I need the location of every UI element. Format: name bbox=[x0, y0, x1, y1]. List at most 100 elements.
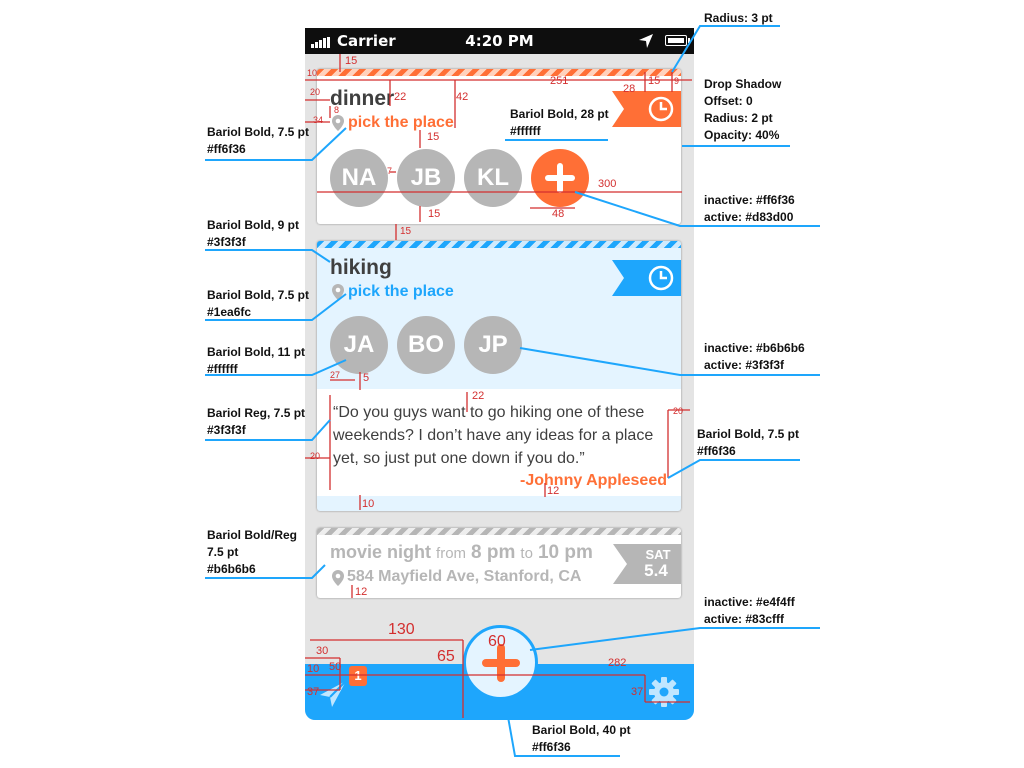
annotation-line: Bariol Bold, 28 pt bbox=[510, 107, 609, 121]
dimension-label: 10 bbox=[362, 498, 375, 510]
avatar[interactable]: NA bbox=[330, 149, 388, 207]
avatar[interactable]: JP bbox=[464, 316, 522, 374]
dimension-label: 30 bbox=[316, 645, 329, 657]
dimension-label: 130 bbox=[388, 621, 415, 638]
annotation-add-states: inactive: #ff6f36 active: #d83d00 bbox=[704, 192, 795, 226]
annotation-line: #ff6f36 bbox=[697, 444, 736, 458]
annotation-author-font: Bariol Bold, 7.5 pt #ff6f36 bbox=[697, 426, 799, 460]
card-stripe bbox=[317, 241, 681, 248]
annotation-line: inactive: #ff6f36 bbox=[704, 193, 795, 207]
annotation-line: Radius: 2 pt bbox=[704, 111, 773, 125]
event-title: movie night from 8 pm to 10 pm bbox=[330, 542, 593, 564]
annotation-line: #b6b6b6 bbox=[207, 562, 256, 576]
phone-mockup: Carrier 4:20 PM dinner pick the place NA… bbox=[305, 28, 694, 720]
annotation-place-orange: Bariol Bold, 7.5 pt #ff6f36 bbox=[207, 124, 309, 158]
dimension-lines bbox=[305, 54, 692, 718]
dimension-label: 15 bbox=[427, 131, 440, 143]
dimension-label: 251 bbox=[550, 75, 569, 87]
event-card-movie-night[interactable]: movie night from 8 pm to 10 pm 584 Mayfi… bbox=[317, 528, 681, 598]
annotation-avatar-states: inactive: #b6b6b6 active: #3f3f3f bbox=[704, 340, 805, 374]
annotation-drop-shadow: Drop Shadow Offset: 0 Radius: 2 pt Opaci… bbox=[704, 76, 781, 144]
event-address[interactable]: 584 Mayfield Ave, Stanford, CA bbox=[347, 568, 582, 585]
map-pin-icon bbox=[332, 284, 344, 300]
event-title: hiking bbox=[330, 256, 392, 279]
comment-author[interactable]: -Johnny Appleseed bbox=[520, 472, 667, 489]
dimension-label: 27 bbox=[330, 370, 341, 380]
dimension-label: 22 bbox=[394, 91, 407, 103]
dimension-label: 37 bbox=[631, 686, 644, 698]
annotation-line: Bariol Bold, 9 pt bbox=[207, 218, 300, 232]
event-title: dinner bbox=[330, 87, 395, 110]
annotation-line: Bariol Bold, 7.5 pt bbox=[697, 427, 800, 441]
schedule-flag[interactable] bbox=[612, 91, 681, 127]
date-flag: SAT 5.4 bbox=[613, 544, 681, 584]
annotation-line: Bariol Bold, 7.5 pt bbox=[207, 288, 310, 302]
dimension-label: 9 bbox=[674, 76, 680, 86]
event-card-dinner[interactable]: dinner pick the place NA JB KL bbox=[317, 69, 681, 224]
annotation-line: #ff6f36 bbox=[532, 740, 571, 754]
end-time: 10 pm bbox=[537, 542, 593, 563]
dimension-label: 15 bbox=[400, 226, 412, 237]
event-day: SAT bbox=[645, 547, 671, 562]
dimension-label: 50 bbox=[329, 661, 342, 673]
schedule-flag[interactable] bbox=[612, 260, 681, 296]
dimension-label: 20 bbox=[310, 87, 321, 97]
dimension-label: 22 bbox=[472, 390, 485, 402]
time-from-label: from bbox=[436, 545, 467, 562]
time-to-label: to bbox=[520, 545, 533, 562]
dimension-label: 65 bbox=[437, 648, 455, 665]
comment-panel bbox=[317, 389, 681, 496]
movie-name: movie night bbox=[330, 542, 432, 562]
status-bar: Carrier 4:20 PM bbox=[305, 28, 694, 54]
annotation-line: #3f3f3f bbox=[207, 235, 246, 249]
avatar[interactable]: JA bbox=[330, 316, 388, 374]
pick-place-link[interactable]: pick the place bbox=[348, 114, 454, 131]
plus-icon bbox=[482, 644, 520, 682]
signal-icon bbox=[311, 37, 333, 48]
annotation-line: inactive: #e4f4ff bbox=[704, 595, 795, 609]
annotation-line: active: #83cfff bbox=[704, 612, 785, 626]
dimension-label: 12 bbox=[355, 586, 368, 598]
annotation-movie-font: Bariol Bold/Reg 7.5 pt #b6b6b6 bbox=[207, 527, 297, 578]
dimension-label: 5 bbox=[363, 372, 370, 384]
annotation-line: active: #d83d00 bbox=[704, 210, 794, 224]
annotation-line: #ff6f36 bbox=[207, 142, 246, 156]
card-stripe bbox=[317, 528, 681, 535]
annotation-line: Bariol Bold, 7.5 pt bbox=[207, 125, 310, 139]
start-time: 8 pm bbox=[471, 542, 516, 563]
annotation-line: #ffffff bbox=[510, 124, 541, 138]
pick-place-link[interactable]: pick the place bbox=[348, 283, 454, 300]
dimension-label: 10 bbox=[307, 68, 318, 78]
event-card-hiking[interactable]: hiking pick the place JA BO JP “Do you g… bbox=[317, 241, 681, 511]
clock-icon bbox=[648, 265, 674, 291]
annotation-line: Bariol Bold, 11 pt bbox=[207, 345, 306, 359]
annotation-line: #ffffff bbox=[207, 362, 238, 376]
annotation-radius: Radius: 3 pt bbox=[704, 11, 773, 25]
annotation-line: #3f3f3f bbox=[207, 423, 246, 437]
dimension-label: 8 bbox=[334, 105, 340, 115]
annotation-line: 7.5 pt bbox=[207, 545, 239, 559]
dimension-label: 12 bbox=[547, 485, 560, 497]
annotation-avatar-font: Bariol Bold, 11 pt #ffffff bbox=[207, 344, 305, 378]
annotation-line: Bariol Bold, 40 pt bbox=[532, 723, 631, 737]
dimension-label: 42 bbox=[456, 91, 469, 103]
dimension-label: 48 bbox=[552, 208, 565, 220]
carrier-label: Carrier bbox=[337, 32, 396, 50]
annotation-flag-font: Bariol Bold, 28 pt #ffffff bbox=[510, 106, 609, 140]
dimension-label: 15 bbox=[428, 208, 441, 220]
avatar[interactable]: KL bbox=[464, 149, 522, 207]
dimension-label: 60 bbox=[488, 633, 506, 650]
card-stripe bbox=[317, 69, 681, 76]
event-date: 5.4 bbox=[644, 561, 668, 580]
add-person-button[interactable] bbox=[531, 149, 589, 207]
annotation-line: Bariol Bold/Reg bbox=[207, 528, 298, 542]
annotation-line: inactive: #b6b6b6 bbox=[704, 341, 805, 355]
avatar[interactable]: JB bbox=[397, 149, 455, 207]
add-event-button[interactable] bbox=[463, 625, 538, 700]
annotation-line: Offset: 0 bbox=[704, 94, 753, 108]
annotation-title-font: Bariol Bold, 9 pt #3f3f3f bbox=[207, 217, 299, 251]
map-pin-icon bbox=[332, 115, 344, 131]
map-pin-icon bbox=[332, 570, 344, 586]
avatar[interactable]: BO bbox=[397, 316, 455, 374]
